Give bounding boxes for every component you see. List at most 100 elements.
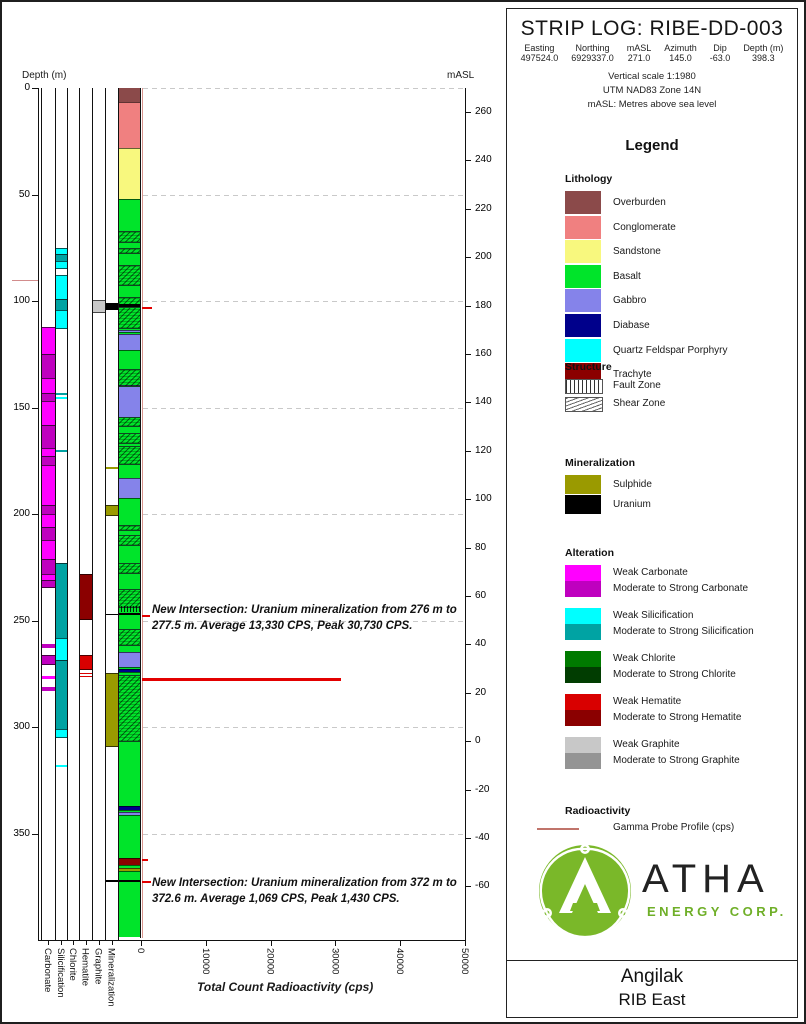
lithology-swatch <box>565 240 601 264</box>
x-tick-label: 10000 <box>199 948 211 975</box>
legend-body: Lithology Overburden Conglomerate Sandstone… <box>507 9 797 961</box>
depth-gridline <box>143 727 465 728</box>
x-tick <box>205 940 207 946</box>
gamma-spike <box>142 307 153 310</box>
legend-section-heading: Structure <box>565 361 612 373</box>
masl-tick <box>465 402 471 404</box>
masl-tick-label: 220 <box>475 202 492 214</box>
scale-notes: Vertical scale 1:1980 UTM NAD83 Zone 14N m… <box>507 70 797 111</box>
collar-field-value: -63.0 <box>709 53 731 63</box>
depth-tick-label: 200 <box>13 508 30 519</box>
legend-section-heading: Alteration <box>565 547 615 559</box>
gamma-line-swatch <box>537 828 579 830</box>
masl-tick <box>465 112 471 113</box>
collar-field-label: Azimuth <box>664 43 697 53</box>
alteration-weak-label: Weak Hematite <box>613 696 682 707</box>
masl-tick-label: 120 <box>475 444 492 456</box>
x-tick <box>400 940 402 946</box>
x-tick <box>465 940 466 946</box>
shear-zone-overlay <box>118 535 140 546</box>
gamma-spike <box>142 678 342 681</box>
x-tick-label: 50000 <box>459 948 470 975</box>
lithology-border-right <box>140 88 141 938</box>
gamma-spike <box>142 880 152 883</box>
track-border-line <box>55 88 56 940</box>
structure-swatch-label: Fault Zone <box>613 380 661 391</box>
alteration-swatch-strong <box>565 624 601 640</box>
column-label-chlorite: Chlorite <box>67 948 78 981</box>
masl-tick <box>465 547 471 549</box>
depth-tick <box>32 301 38 302</box>
lithology-interval <box>118 810 140 813</box>
legend-title: Legend <box>625 137 679 155</box>
lithology-interval <box>118 147 140 200</box>
alteration-swatch-weak <box>565 694 601 710</box>
lithology-interval <box>118 805 140 812</box>
atha-logo-svg <box>539 844 631 939</box>
lithology-swatch-label: Diabase <box>613 320 650 331</box>
lithology-interval <box>118 811 140 817</box>
masl-tick-label: 40 <box>475 638 487 650</box>
shear-zone-overlay <box>118 562 140 574</box>
x-tick-label: 20000 <box>264 948 276 975</box>
masl-tick-label: 20 <box>475 686 487 698</box>
depth-tick <box>32 833 38 835</box>
depth-gridline <box>143 194 465 196</box>
lithology-interval <box>118 101 140 149</box>
structure-swatch <box>565 397 603 412</box>
shear-zone-overlay <box>118 674 140 742</box>
fault-zone-overlay <box>118 605 140 612</box>
track-tick <box>61 940 62 945</box>
lithology-swatch-label: Gabbro <box>613 295 647 307</box>
collar-field-label: Depth (m) <box>743 43 784 53</box>
intersection-annotation: New Intersection: Uranium mineralization… <box>152 604 457 632</box>
masl-tick-label: 260 <box>475 106 492 117</box>
lithology-swatch <box>565 264 601 288</box>
alteration-swatch-strong <box>565 667 601 683</box>
carbonate-interval <box>42 401 55 427</box>
alteration-weak-label: Weak Silicification <box>613 610 694 621</box>
carbonate-interval <box>42 675 55 680</box>
shear-zone-overlay <box>118 247 140 254</box>
project-box: Angilak RIB East <box>506 960 798 1018</box>
carbonate-interval <box>42 539 55 561</box>
collar-field-value: 271.0 <box>627 53 651 63</box>
alteration-swatch-weak <box>565 737 601 753</box>
lithology-swatch <box>565 215 601 239</box>
x-tick <box>141 940 142 946</box>
alteration-strong-label: Moderate to Strong Graphite <box>613 755 740 766</box>
track-tick <box>98 940 100 945</box>
masl-tick-label: 200 <box>475 251 492 263</box>
x-tick-label: 0 <box>135 948 146 954</box>
lithology-swatch-label: Basalt <box>613 270 641 282</box>
depth-tick-label: 100 <box>13 295 30 306</box>
mineralization-interval <box>106 303 118 311</box>
track-tick <box>111 940 113 945</box>
shear-zone-overlay <box>118 369 140 388</box>
collar-field: Northing 6929337.0 <box>571 43 614 63</box>
collar-field-value: 497524.0 <box>520 53 559 63</box>
lithology-interval <box>118 815 140 859</box>
depth-axis-label: Depth (m) <box>22 70 67 81</box>
depth-axis-line <box>38 88 39 940</box>
hematite-interval <box>80 573 92 621</box>
masl-tick <box>465 596 471 597</box>
project-name: Angilak <box>620 966 684 987</box>
uranium-seam <box>118 613 140 616</box>
masl-tick <box>465 741 471 743</box>
gamma-baseline <box>142 88 143 938</box>
intersection-annotation: New Intersection: Uranium mineralization… <box>152 877 457 905</box>
lithology-interval <box>118 667 140 670</box>
track-border-line <box>79 88 80 940</box>
depth-gridline <box>143 833 465 835</box>
marker-line <box>12 279 38 281</box>
mineralization-swatch-label: Uranium <box>613 499 651 510</box>
lithology-swatch <box>565 314 601 337</box>
column-label-graphite: Graphite <box>92 948 104 985</box>
depth-tick-label: 250 <box>13 614 30 626</box>
hematite-interval <box>80 672 92 675</box>
lithology-interval <box>118 865 140 870</box>
lithology-interval <box>118 334 140 351</box>
lithology-interval <box>118 668 140 673</box>
